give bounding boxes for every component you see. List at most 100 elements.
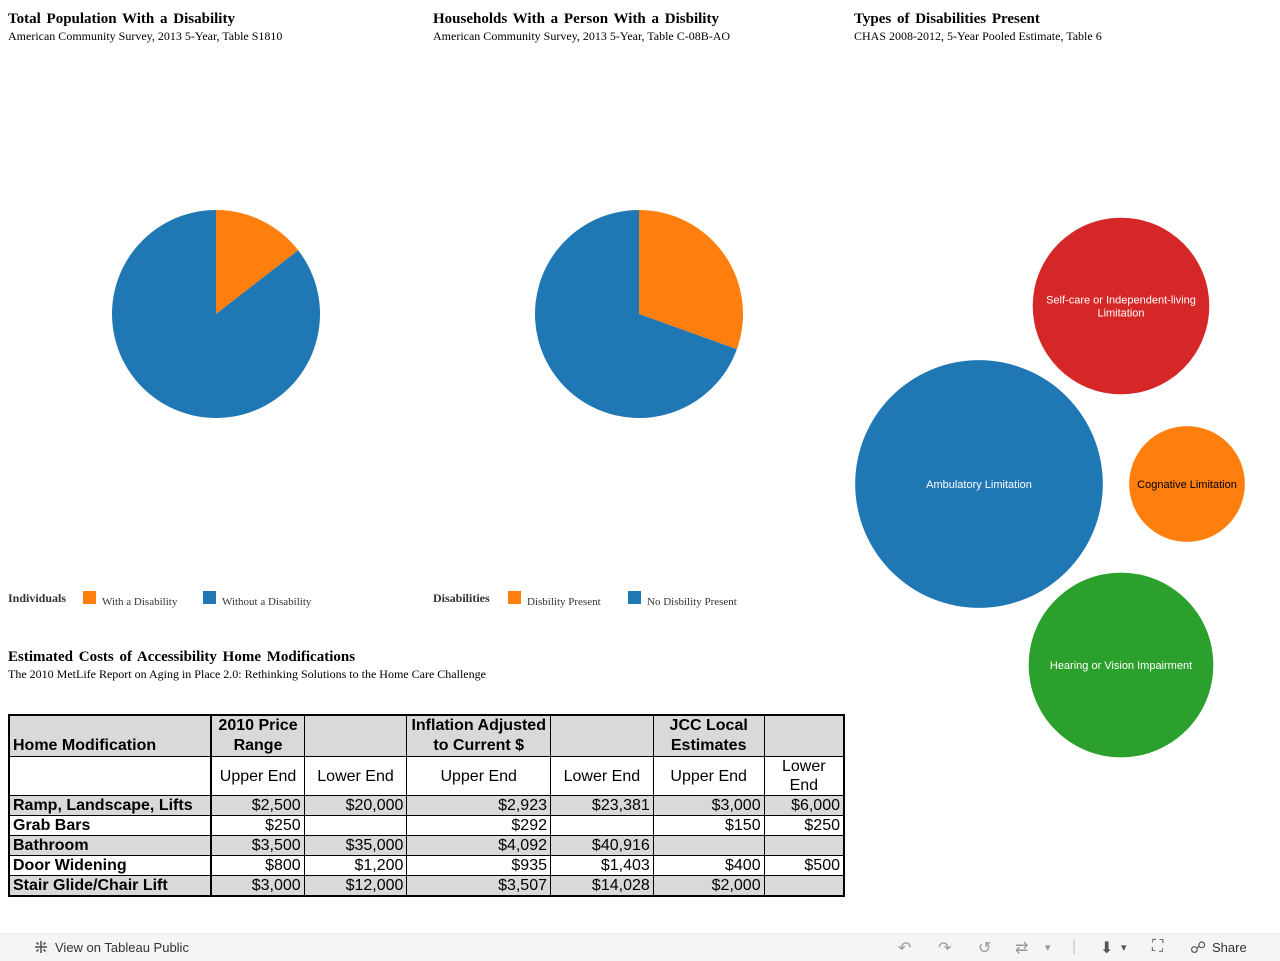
table-title: Estimated Costs of Accessibility Home Mo… bbox=[8, 649, 356, 665]
subheader-cell: Lower End bbox=[550, 756, 654, 796]
header-cell bbox=[303, 714, 408, 757]
bubble-label: Self-care or Independent-living bbox=[1046, 295, 1196, 307]
table-header-row: Home Modification 2010 Price Range Infla… bbox=[7, 714, 845, 757]
households-pie-chart[interactable] bbox=[0, 0, 744, 419]
header-cell bbox=[550, 714, 654, 757]
bubble-hearing-or-vision-impairment[interactable] bbox=[1028, 572, 1214, 758]
fullscreen-icon[interactable]: ⛶ bbox=[1152, 938, 1164, 955]
table-subtitle: The 2010 MetLife Report on Aging in Plac… bbox=[8, 667, 486, 681]
table-subheader-row: Upper End Lower End Upper End Lower End … bbox=[7, 756, 845, 796]
bubble-label: Limitation bbox=[1097, 308, 1144, 320]
table-cell bbox=[550, 815, 654, 836]
table-cell: $12,000 bbox=[303, 875, 408, 897]
revert-icon[interactable]: ↺ bbox=[978, 940, 992, 957]
table-cell: $800 bbox=[210, 855, 305, 876]
row-label: Ramp, Landscape, Lifts bbox=[7, 795, 213, 816]
legend-label: No Disbility Present bbox=[647, 596, 737, 608]
undo-icon[interactable]: ↶ bbox=[898, 940, 912, 957]
table-cell: $2,923 bbox=[406, 795, 551, 816]
table-cell: $1,200 bbox=[303, 855, 408, 876]
table-cell: $1,403 bbox=[550, 855, 654, 876]
toolbar-divider: | bbox=[1072, 938, 1077, 955]
table-row: Ramp, Landscape, Lifts $2,500 $20,000 $2… bbox=[7, 795, 845, 816]
legend-item-without-disability[interactable]: Without a Disability bbox=[203, 591, 312, 608]
chart1-title-block: Total Population With a Disability Ameri… bbox=[8, 11, 282, 44]
chart3-title: Types of Disabilities Present bbox=[854, 11, 1040, 27]
bubble-ambulatory-limitation[interactable] bbox=[855, 360, 1103, 608]
chevron-down-icon[interactable]: ▾ bbox=[1045, 942, 1051, 954]
header-cell bbox=[763, 714, 845, 757]
chart3-title-block: Types of Disabilities Present CHAS 2008-… bbox=[854, 11, 1102, 44]
table-cell bbox=[652, 835, 765, 856]
table-cell: $3,000 bbox=[652, 795, 765, 816]
subheader-cell: Upper End bbox=[652, 756, 765, 796]
table-cell bbox=[763, 835, 845, 856]
tableau-logo-icon bbox=[35, 941, 47, 953]
chart1-legend: Individuals With a Disability Without a … bbox=[8, 591, 408, 611]
download-icon[interactable]: ⬇ bbox=[1100, 940, 1114, 957]
redo-icon[interactable]: ↷ bbox=[938, 940, 952, 957]
bubble-self-care-or-independent-living-limitation[interactable] bbox=[1032, 217, 1210, 395]
tableau-toolbar: View on Tableau Public ↶ ↷ ↺ ⇄ ▾ | ⬇ ▾ ⛶… bbox=[0, 933, 1280, 961]
subheader-cell: Upper End bbox=[406, 756, 551, 796]
subheader-cell: Upper End bbox=[210, 756, 305, 796]
view-on-tableau-link[interactable]: View on Tableau Public bbox=[55, 940, 189, 955]
bubble-cognative-limitation[interactable] bbox=[1129, 426, 1245, 542]
legend-swatch bbox=[83, 591, 96, 604]
table-cell: $6,000 bbox=[763, 795, 845, 816]
refresh-icon[interactable]: ⇄ bbox=[1015, 940, 1029, 957]
table-cell: $40,916 bbox=[550, 835, 654, 856]
bubble-label: Ambulatory Limitation bbox=[926, 479, 1032, 491]
row-label: Grab Bars bbox=[7, 815, 213, 836]
chart1-subtitle: American Community Survey, 2013 5-Year, … bbox=[8, 29, 283, 43]
subheader-cell: Lower End bbox=[763, 756, 845, 796]
row-label: Door Widening bbox=[7, 855, 213, 876]
table-cell: $4,092 bbox=[406, 835, 551, 856]
legend-swatch bbox=[203, 591, 216, 604]
table-cell: $2,500 bbox=[210, 795, 305, 816]
table-cell: $3,000 bbox=[210, 875, 305, 897]
chart2-title: Households With a Person With a Disbilit… bbox=[433, 11, 719, 27]
table-cell bbox=[763, 875, 845, 897]
row-label: Bathroom bbox=[7, 835, 213, 856]
share-button[interactable]: Share bbox=[1212, 940, 1247, 955]
table-cell: $250 bbox=[210, 815, 305, 836]
table-cell: $3,500 bbox=[210, 835, 305, 856]
legend-swatch bbox=[508, 591, 521, 604]
legend-item-no-disbility-present[interactable]: No Disbility Present bbox=[628, 591, 737, 608]
chart1-legend-title: Individuals bbox=[8, 591, 67, 605]
chevron-down-icon[interactable]: ▾ bbox=[1121, 942, 1127, 954]
table-cell: $935 bbox=[406, 855, 551, 876]
legend-label: Without a Disability bbox=[222, 596, 312, 608]
table-row: Stair Glide/Chair Lift $3,000 $12,000 $3… bbox=[7, 875, 845, 897]
table-cell: $3,507 bbox=[406, 875, 551, 897]
chart2-title-block: Households With a Person With a Disbilit… bbox=[433, 11, 730, 44]
population-pie-chart[interactable] bbox=[0, 0, 320, 418]
table-title-block: Estimated Costs of Accessibility Home Mo… bbox=[8, 649, 486, 682]
legend-item-disbility-present[interactable]: Disbility Present bbox=[508, 591, 601, 608]
disability-types-bubble-chart[interactable]: Self-care or Independent-livingLimitatio… bbox=[0, 0, 1245, 758]
share-icon[interactable]: ☍ bbox=[1190, 940, 1207, 957]
table-cell: $20,000 bbox=[303, 795, 408, 816]
table-row: Bathroom $3,500 $35,000 $4,092 $40,916 bbox=[7, 835, 845, 856]
table-cell: $292 bbox=[406, 815, 551, 836]
chart1-title: Total Population With a Disability bbox=[8, 11, 235, 27]
chart2-legend-title: Disabilities bbox=[433, 591, 490, 605]
pie-slice-no-disbility-present[interactable] bbox=[535, 210, 737, 419]
table-cell: $250 bbox=[763, 815, 845, 836]
legend-label: Disbility Present bbox=[527, 596, 601, 608]
header-cell: JCC Local Estimates bbox=[652, 714, 765, 757]
chart2-subtitle: American Community Survey, 2013 5-Year, … bbox=[433, 29, 731, 43]
header-cell: 2010 Price Range bbox=[210, 714, 305, 757]
subheader-cell: Lower End bbox=[303, 756, 408, 796]
table-cell: $500 bbox=[763, 855, 845, 876]
table-cell bbox=[303, 815, 408, 836]
chart2-legend: Disabilities Disbility Present No Disbil… bbox=[433, 591, 833, 611]
table-cell: $14,028 bbox=[550, 875, 654, 897]
pie-slice-disbility-present[interactable] bbox=[639, 210, 744, 350]
subheader-cell bbox=[7, 756, 213, 796]
legend-item-with-disability[interactable]: With a Disability bbox=[83, 591, 177, 608]
pie-slice-without-a-disability[interactable] bbox=[112, 210, 320, 418]
pie-slice-with-a-disability[interactable] bbox=[216, 210, 299, 314]
legend-swatch bbox=[628, 591, 641, 604]
